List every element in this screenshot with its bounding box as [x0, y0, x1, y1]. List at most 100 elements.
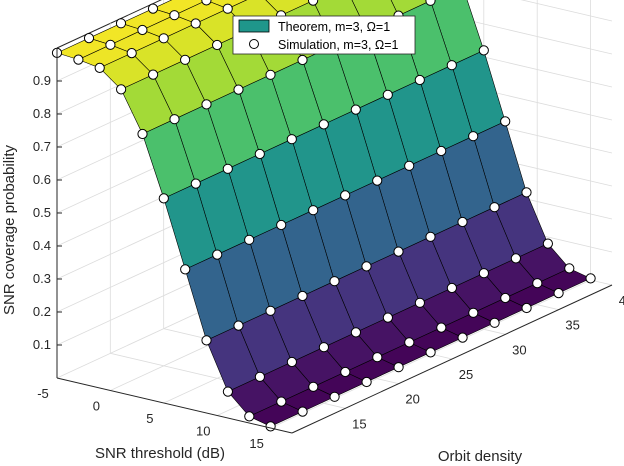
simulation-point [233, 320, 244, 331]
z-tick-label: 0.2 [33, 304, 51, 319]
simulation-point [478, 268, 489, 279]
simulation-point [308, 381, 319, 392]
z-tick-label: 0.1 [33, 337, 51, 352]
simulation-point [318, 119, 329, 130]
simulation-point [244, 411, 255, 422]
simulation-point [105, 39, 116, 50]
simulation-point [500, 292, 511, 304]
simulation-point [244, 234, 255, 245]
simulation-point [265, 69, 276, 80]
simulation-point [254, 371, 265, 382]
simulation-point [446, 60, 457, 71]
simulation-point [190, 18, 201, 29]
simulation-point [94, 62, 105, 74]
simulation-point [393, 362, 404, 373]
simulation-point [158, 33, 169, 44]
simulation-point [222, 3, 233, 14]
z-tick-label: 0.3 [33, 271, 51, 286]
z-tick-label: 0.7 [33, 139, 51, 154]
simulation-point [158, 193, 169, 204]
simulation-point [489, 317, 500, 328]
simulation-point [169, 10, 180, 21]
simulation-point [404, 160, 415, 171]
simulation-point [350, 327, 361, 338]
tick-labels: 0.1 0.2 0.3 0.4 0.5 0.6 0.7 0.8 0.9 -5 0 5 10 15 15 20 2… [33, 73, 624, 451]
simulation-point [425, 0, 436, 6]
simulation-point [276, 219, 287, 231]
simulation-point [489, 202, 500, 213]
simulation-point [212, 249, 223, 260]
x-tick-label: 10 [196, 424, 210, 439]
y-tick-label: 15 [352, 416, 366, 431]
simulation-point [414, 297, 425, 308]
simulation-point [297, 290, 308, 302]
simulation-point [404, 337, 415, 348]
x-tick-label: -5 [37, 386, 49, 401]
simulation-point [276, 396, 287, 407]
y-axis-label: Orbit density [438, 448, 523, 465]
simulation-point [254, 148, 265, 160]
simulation-point [137, 24, 148, 36]
simulation-point [361, 261, 372, 272]
x-tick-label: 15 [249, 436, 263, 451]
simulation-point [468, 307, 479, 318]
simulation-point [308, 0, 319, 6]
simulation-point [137, 128, 148, 140]
simulation-point [329, 391, 340, 402]
simulation-point [372, 175, 383, 186]
simulation-point [212, 39, 223, 51]
simulation-point [180, 264, 191, 275]
simulation-point [222, 163, 233, 174]
simulation-point [542, 238, 554, 249]
legend-theorem-swatch [238, 19, 270, 33]
simulation-point [564, 263, 575, 274]
simulation-point [414, 74, 425, 86]
y-tick-label: 35 [565, 318, 579, 333]
y-tick-label: 20 [405, 392, 419, 407]
z-tick-label: 0.9 [33, 73, 51, 88]
simulation-point [425, 231, 436, 242]
simulation-point [297, 406, 308, 417]
simulation-point [329, 276, 340, 287]
x-axis-line [56, 377, 293, 434]
simulation-point [340, 190, 351, 201]
simulation-point [190, 178, 201, 189]
legend-box [232, 15, 416, 55]
x-tick-label: 0 [93, 399, 100, 414]
simulation-point [532, 278, 543, 289]
simulation-point [553, 288, 564, 299]
simulation-point [286, 134, 297, 145]
z-tick-label: 0.4 [33, 238, 51, 253]
legend-theorem-label: Theorem, m=3, Ω=1 [278, 20, 390, 34]
y-tick-label: 30 [512, 342, 526, 357]
simulation-point [382, 312, 393, 323]
legend-simulation-label: Simulation, m=3, Ω=1 [278, 38, 399, 52]
z-tick-label: 0.6 [33, 172, 51, 187]
simulation-point [318, 342, 329, 353]
simulation-point [500, 116, 511, 127]
simulation-point [297, 54, 308, 66]
simulation-point [265, 305, 276, 316]
simulation-point [201, 99, 212, 110]
legend: Theorem, m=3, Ω=1 Simulation, m=3, Ω=1 [232, 15, 416, 55]
simulation-point [115, 18, 127, 29]
simulation-point [180, 54, 191, 65]
simulation-point [446, 282, 457, 294]
simulation-point [222, 386, 233, 397]
simulation-point [478, 45, 489, 56]
simulation-point [393, 246, 404, 257]
simulation-point [147, 3, 159, 14]
simulation-point [521, 187, 532, 198]
simulation-point [510, 253, 522, 264]
simulation-point [265, 421, 276, 432]
simulation-point [372, 352, 383, 363]
legend-simulation-marker [249, 39, 259, 49]
simulation-point [73, 54, 84, 65]
simulation-point [169, 114, 180, 125]
simulation-markers [51, 0, 596, 432]
simulation-point [436, 322, 447, 333]
simulation-point [350, 104, 361, 115]
simulation-point [83, 33, 95, 44]
z-axis-label: SNR coverage probability [1, 144, 18, 315]
